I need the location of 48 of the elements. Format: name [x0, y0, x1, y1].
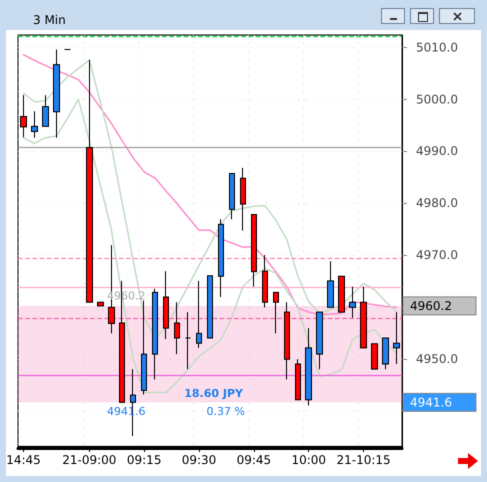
candlestick [218, 218, 224, 298]
candlestick [349, 286, 356, 318]
candlestick [360, 286, 367, 348]
candlestick [207, 275, 213, 339]
candlestick [229, 173, 235, 220]
x-tick-label: 21-10:15 [336, 453, 391, 467]
candlestick [163, 270, 169, 340]
candlestick [196, 280, 202, 348]
annotation: 0.37 % [206, 404, 245, 418]
annotation: 18.60 JPY [184, 386, 244, 400]
candlestick [141, 300, 147, 396]
candlestick [53, 49, 60, 138]
candlestick [393, 312, 400, 364]
text: 4941.6 [410, 395, 452, 410]
chart-title: 3 Min [33, 13, 66, 27]
candlestick [382, 338, 389, 370]
candlestick [20, 94, 27, 138]
y-tick-label: 4970.0 [416, 248, 458, 262]
text: 4960.2 [410, 298, 452, 313]
x-tick-label: 09:15 [126, 453, 162, 467]
candlestick [338, 276, 345, 313]
candlestick [31, 110, 38, 138]
candlestick [251, 214, 257, 288]
candlestick [273, 292, 279, 334]
y-tick-label: 4980.0 [416, 196, 458, 210]
candlestick [305, 328, 312, 406]
y-tick-label: 5010.0 [416, 40, 458, 54]
candlestick [284, 302, 290, 380]
candlestick [174, 302, 180, 355]
x-tick-label: 10:00 [291, 453, 326, 467]
candlestick [97, 302, 104, 306]
candlestick [185, 312, 191, 370]
candlestick [42, 94, 49, 127]
x-tick-label: 21-09:00 [62, 453, 116, 467]
candlestick [240, 167, 246, 232]
candlestick [152, 288, 158, 380]
x-tick-label: 09:30 [182, 453, 216, 467]
candlestick [262, 254, 268, 308]
candlestick [371, 343, 378, 370]
x-tick-label: 09:45 [236, 453, 272, 467]
candlestick [327, 260, 334, 308]
candlestick [86, 59, 93, 303]
candlestick [316, 312, 323, 370]
candlestick [295, 358, 301, 400]
y-tick-label: 4950.0 [416, 352, 458, 366]
y-tick-label: 4990.0 [416, 144, 458, 158]
y-tick-label: 5000.0 [416, 92, 458, 106]
x-tick-label: 14:45 [6, 453, 41, 467]
